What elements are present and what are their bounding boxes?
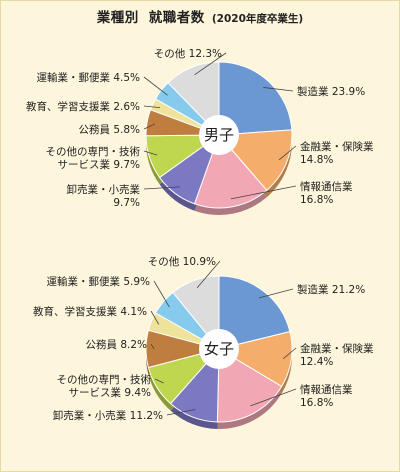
leader-line bbox=[230, 185, 297, 200]
slice-label: 運輸業・郵便業 4.5% bbox=[36, 71, 140, 84]
slice-label: 情報通信業 16.8% bbox=[300, 180, 353, 206]
leader-line bbox=[143, 76, 168, 96]
slice-label: 情報通信業 16.8% bbox=[300, 383, 353, 409]
leader-line bbox=[259, 288, 294, 299]
pie-slice bbox=[218, 275, 291, 350]
slice-label: 製造業 23.9% bbox=[297, 85, 365, 98]
leader-line bbox=[150, 343, 155, 350]
title-sub: (2020年度卒業生) bbox=[211, 13, 304, 25]
pie-slice bbox=[218, 61, 293, 136]
leader-line bbox=[153, 280, 170, 308]
pie-slice bbox=[167, 61, 220, 137]
leader-line bbox=[278, 145, 297, 161]
pie-center-label: 男子 bbox=[204, 126, 234, 144]
slice-label: その他の専門・技術サービス業 9.4% bbox=[57, 373, 152, 399]
slice-label: その他の専門・技術サービス業 9.7% bbox=[46, 145, 141, 171]
slice-label: 金融業・保険業 14.8% bbox=[300, 140, 374, 166]
title-main: 業種別 bbox=[96, 10, 139, 26]
leader-line bbox=[143, 105, 161, 109]
slice-label: 教育、学習支援業 4.1% bbox=[33, 305, 147, 318]
leader-line bbox=[166, 409, 196, 416]
slice-label: 公務員 8.2% bbox=[85, 338, 147, 351]
pie-slice bbox=[216, 348, 283, 423]
slice-label: その他 10.9% bbox=[148, 255, 216, 268]
slice-label: 公務員 5.8% bbox=[78, 123, 140, 136]
slice-label: その他 12.3% bbox=[154, 47, 222, 60]
leader-line bbox=[150, 310, 160, 325]
slice-label: 卸売業・小売業 11.2% bbox=[53, 409, 163, 422]
leader-line bbox=[143, 150, 158, 156]
leader-line bbox=[283, 347, 297, 359]
slice-label: 教育、学習支援業 2.6% bbox=[26, 100, 140, 113]
leader-line bbox=[196, 260, 221, 289]
title-main-2: 就職者数 bbox=[148, 10, 205, 26]
chart-title: 業種別 就職者数 (2020年度卒業生) bbox=[0, 6, 400, 26]
leader-line bbox=[143, 186, 180, 190]
slice-label: 金融業・保険業 12.4% bbox=[300, 342, 374, 368]
leader-line bbox=[194, 52, 227, 76]
pie-chart-1: 男子 製造業 23.9% 金融業・保険業 14.8% 情報通信業 16.8% 卸売業・小売業… bbox=[26, 47, 374, 215]
pie-chart-2: 女子 製造業 21.2% 金融業・保険業 12.4% 情報通信業 16.8% 卸売業・小売業… bbox=[33, 255, 374, 429]
leader-line bbox=[143, 123, 156, 130]
leader-line bbox=[263, 87, 294, 92]
pie-slice bbox=[172, 275, 220, 351]
slice-label: 卸売業・小売業 9.7% bbox=[67, 183, 141, 209]
leader-line bbox=[154, 378, 164, 384]
leader-line bbox=[250, 388, 297, 407]
pie-center-hole bbox=[199, 329, 239, 369]
pie-slice bbox=[217, 129, 293, 191]
slice-label: 製造業 21.2% bbox=[297, 283, 365, 296]
pie-center-label: 女子 bbox=[204, 340, 234, 358]
pie-center-hole bbox=[199, 115, 239, 155]
slice-label: 運輸業・郵便業 5.9% bbox=[46, 275, 150, 288]
